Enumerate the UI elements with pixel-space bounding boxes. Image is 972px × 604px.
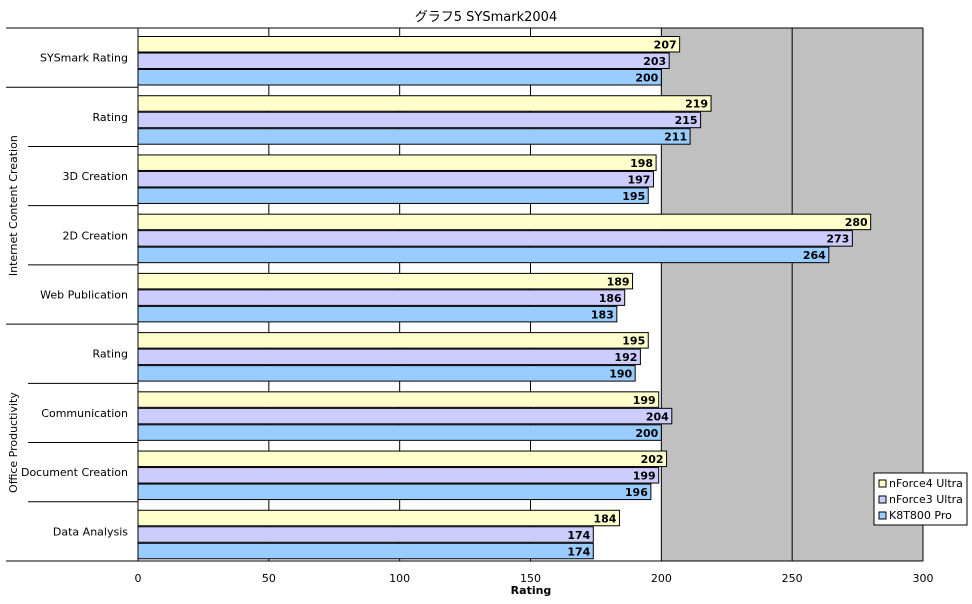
data-label: 280: [845, 216, 868, 229]
bar: [137, 391, 660, 408]
bar: [137, 450, 668, 468]
bar: [137, 272, 634, 290]
data-label: 174: [567, 529, 590, 542]
bar: [137, 483, 652, 501]
category-label: SYSmark Rating: [40, 52, 128, 65]
data-label: 198: [630, 157, 653, 170]
data-label: 203: [643, 55, 666, 68]
data-label: 189: [607, 275, 630, 288]
data-label: 215: [675, 114, 698, 127]
legend-swatch: [878, 479, 887, 488]
bar: [137, 128, 691, 145]
bar: [137, 36, 681, 53]
category-label: Data Analysis: [53, 525, 128, 538]
data-label: 202: [641, 453, 664, 466]
bar: [137, 246, 830, 264]
legend-label: nForce4 Ultra: [889, 477, 963, 490]
data-label: 195: [622, 190, 645, 203]
data-label: 184: [593, 512, 616, 525]
bar: [137, 348, 641, 366]
bar: [137, 230, 853, 247]
bar: [137, 52, 670, 69]
bar: [137, 365, 636, 382]
bar: [137, 187, 649, 204]
data-label: 183: [591, 308, 614, 321]
legend-label: nForce3 Ultra: [889, 493, 963, 506]
legend-swatch: [878, 495, 887, 504]
data-label: 192: [614, 351, 637, 364]
bar: [137, 69, 662, 86]
data-label: 264: [803, 249, 826, 262]
data-label: 207: [654, 39, 677, 52]
data-label: 204: [646, 410, 669, 423]
category-label: Communication: [41, 407, 128, 420]
bar: [137, 95, 712, 112]
data-label: 195: [622, 335, 645, 348]
data-label: 190: [609, 368, 632, 381]
bar: [137, 542, 594, 560]
bar: [137, 213, 872, 231]
x-axis-title: Rating: [511, 584, 552, 597]
bar: [137, 111, 702, 129]
x-tick-label: 100: [389, 572, 410, 585]
category-label: Document Creation: [21, 466, 128, 479]
bar: [137, 467, 660, 484]
bar: [137, 170, 654, 188]
bar: [137, 424, 662, 441]
x-tick-label: 0: [135, 572, 142, 585]
data-label: 199: [633, 470, 656, 483]
chart-title: グラフ5 SYSmark2004: [415, 10, 557, 25]
group-label: Internet Content Creation: [7, 135, 20, 276]
category-label: Rating: [93, 348, 128, 361]
x-tick-label: 200: [651, 572, 672, 585]
data-label: 199: [633, 394, 656, 407]
bar: [137, 407, 673, 425]
data-label: 197: [628, 173, 651, 186]
group-label: Office Productivity: [7, 392, 20, 493]
legend: nForce4 Ultra nForce3 Ultra K8T800 Pro: [873, 472, 968, 526]
data-label: 196: [625, 486, 648, 499]
bar: [137, 332, 649, 349]
bar: [137, 289, 626, 306]
data-label: 186: [599, 292, 622, 305]
x-tick-label: 250: [782, 572, 803, 585]
category-label: Rating: [93, 111, 128, 124]
data-label: 200: [635, 427, 658, 440]
data-label: 219: [685, 98, 708, 111]
legend-swatch: [878, 511, 887, 520]
legend-box: [873, 472, 968, 526]
bar: [137, 154, 657, 171]
x-tick-label: 150: [520, 572, 541, 585]
data-label: 174: [567, 545, 590, 558]
bar: [137, 526, 594, 543]
data-label: 211: [664, 131, 687, 144]
data-label: 273: [826, 233, 849, 246]
legend-label: K8T800 Pro: [889, 509, 952, 522]
category-label: 3D Creation: [62, 170, 128, 183]
data-label: 200: [635, 72, 658, 85]
category-label: Web Publication: [40, 289, 128, 302]
category-label: 2D Creation: [62, 229, 128, 242]
bar: [137, 509, 620, 527]
x-tick-label: 300: [913, 572, 934, 585]
x-tick-label: 50: [262, 572, 276, 585]
bar: [137, 305, 618, 323]
